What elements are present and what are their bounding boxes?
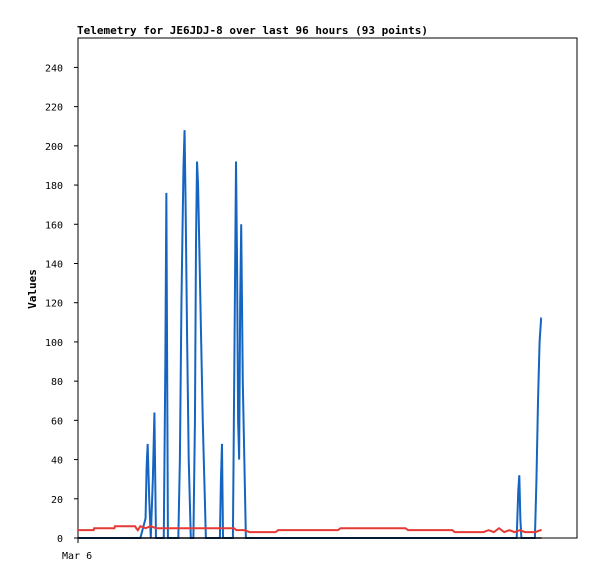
y-tick-label: 40 — [51, 456, 63, 467]
y-tick-label: 140 — [45, 259, 63, 270]
y-tick-label: 20 — [51, 495, 63, 506]
y-axis-label: Values — [26, 269, 39, 309]
y-tick-label: 220 — [45, 103, 63, 114]
y-tick-label: 180 — [45, 181, 63, 192]
y-tick-label: 80 — [51, 377, 63, 388]
y-tick-label: 60 — [51, 416, 63, 427]
y-tick-label: 0 — [57, 534, 63, 545]
plot-area — [77, 37, 578, 539]
y-axis-ticks: 0 20 40 60 80 100 120 140 160 180 200 220 240 — [45, 63, 79, 545]
series-layer — [78, 130, 543, 539]
series-line-1 — [78, 525, 542, 534]
chart-title: Telemetry for JE6JDJ-8 over last 96 hour… — [77, 24, 428, 37]
x-tick-label: Mar 6 — [62, 551, 92, 562]
y-tick-label: 240 — [45, 63, 63, 74]
y-tick-label: 120 — [45, 299, 63, 310]
y-tick-label: 160 — [45, 220, 63, 231]
y-tick-label: 100 — [45, 338, 63, 349]
y-tick-label: 200 — [45, 142, 63, 153]
